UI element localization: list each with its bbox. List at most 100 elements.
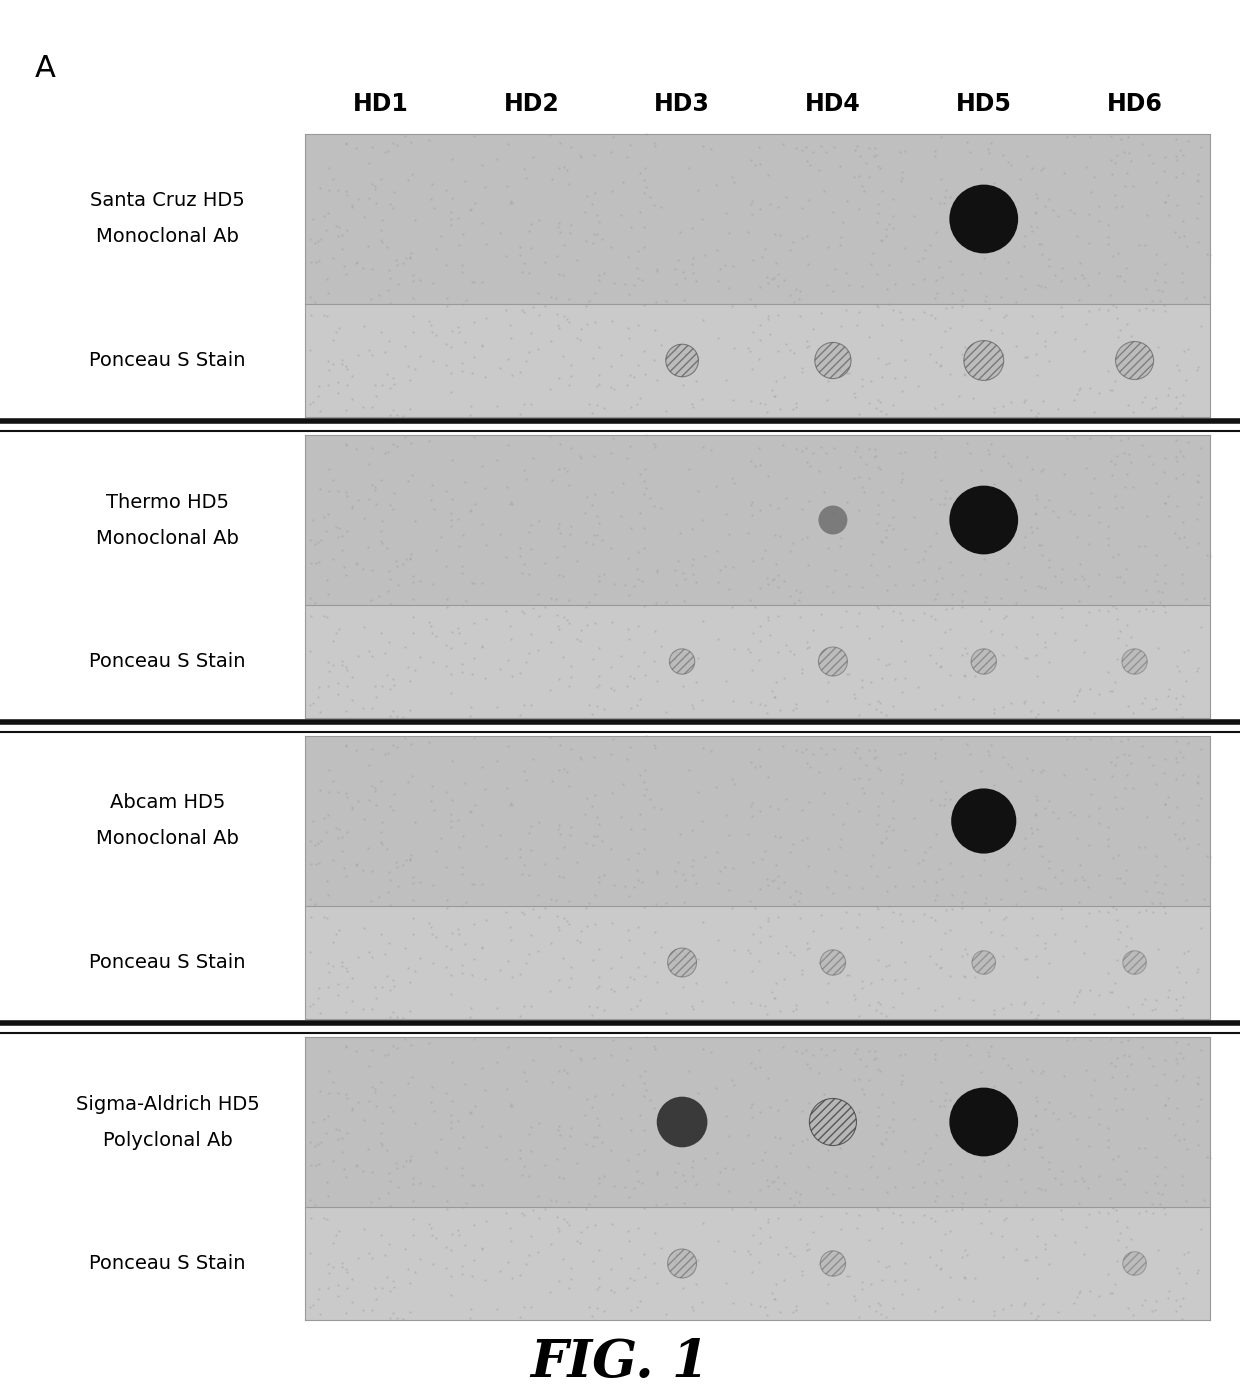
- Point: [877, 827, 897, 849]
- Point: [308, 686, 327, 708]
- Point: [1173, 746, 1193, 768]
- Point: [1014, 580, 1034, 602]
- Point: [749, 951, 769, 973]
- Point: [396, 247, 415, 269]
- Point: [750, 198, 770, 220]
- Point: [877, 654, 897, 676]
- Point: [926, 220, 946, 243]
- Point: [362, 998, 382, 1020]
- Point: [601, 1213, 621, 1235]
- Point: [758, 566, 777, 588]
- Point: [308, 385, 327, 407]
- Point: [1081, 181, 1101, 204]
- Point: [1132, 134, 1152, 156]
- Point: [952, 1135, 972, 1157]
- Point: [991, 587, 1011, 609]
- Point: [955, 364, 975, 386]
- Point: [326, 321, 346, 343]
- Point: [931, 637, 951, 659]
- Point: [673, 863, 693, 885]
- Point: [377, 236, 397, 258]
- Point: [1030, 275, 1050, 297]
- Point: [847, 135, 867, 158]
- Point: [1069, 378, 1089, 400]
- Point: [740, 691, 760, 714]
- Point: [1021, 1118, 1040, 1140]
- Point: [688, 781, 708, 803]
- Point: [449, 535, 469, 558]
- Point: [337, 184, 357, 206]
- Point: [797, 827, 817, 849]
- Point: [516, 166, 536, 188]
- Point: [635, 965, 655, 987]
- Point: [1140, 1047, 1159, 1069]
- Point: [645, 620, 665, 643]
- Point: [453, 223, 472, 245]
- Point: [455, 772, 475, 795]
- Point: [427, 839, 446, 861]
- Point: [317, 282, 337, 304]
- Point: [362, 344, 382, 367]
- Point: [342, 990, 362, 1012]
- Point: [381, 493, 401, 516]
- Point: [362, 1076, 382, 1098]
- Point: [1028, 1119, 1048, 1142]
- Point: [1079, 804, 1099, 827]
- Point: [724, 990, 744, 1012]
- Point: [319, 158, 339, 180]
- Point: [366, 1094, 386, 1117]
- Point: [1200, 846, 1220, 868]
- Point: [352, 396, 372, 418]
- Point: [915, 841, 935, 863]
- Point: [360, 789, 379, 811]
- Point: [403, 1224, 423, 1246]
- Point: [441, 509, 461, 531]
- Point: [440, 803, 460, 825]
- Point: [490, 357, 510, 379]
- Point: [604, 427, 624, 449]
- Point: [796, 737, 816, 760]
- Point: [1070, 979, 1090, 1001]
- Point: [904, 273, 924, 296]
- Point: [844, 988, 864, 1011]
- Point: [872, 1269, 892, 1291]
- Point: [401, 698, 420, 721]
- Point: [992, 322, 1012, 344]
- Point: [1039, 350, 1059, 372]
- Circle shape: [657, 1097, 708, 1147]
- Point: [1043, 198, 1063, 220]
- Point: [1142, 892, 1162, 914]
- Point: [1159, 677, 1179, 700]
- Point: [993, 696, 1013, 718]
- Point: [536, 1154, 556, 1177]
- Point: [738, 336, 758, 358]
- Point: [1172, 1165, 1192, 1188]
- Point: [575, 1104, 595, 1126]
- Point: [584, 524, 604, 546]
- Point: [502, 1094, 522, 1117]
- Point: [575, 201, 595, 223]
- Point: [403, 287, 423, 309]
- Point: [895, 1252, 915, 1274]
- Point: [920, 234, 940, 256]
- Point: [1033, 459, 1053, 481]
- Point: [682, 396, 702, 418]
- Point: [1033, 690, 1053, 712]
- Point: [847, 1217, 867, 1239]
- Point: [451, 1157, 471, 1179]
- Point: [630, 1104, 650, 1126]
- Point: [1120, 1046, 1140, 1068]
- Point: [985, 190, 1004, 212]
- Point: [365, 1277, 384, 1299]
- Point: [559, 374, 579, 396]
- Point: [804, 743, 823, 765]
- Point: [1176, 368, 1195, 390]
- Point: [1052, 1199, 1071, 1221]
- Point: [1107, 347, 1127, 369]
- Point: [797, 938, 817, 960]
- Text: Abcam HD5: Abcam HD5: [110, 793, 226, 813]
- Point: [1136, 880, 1156, 902]
- Point: [745, 756, 765, 778]
- Point: [1102, 1281, 1122, 1303]
- Point: [780, 941, 800, 963]
